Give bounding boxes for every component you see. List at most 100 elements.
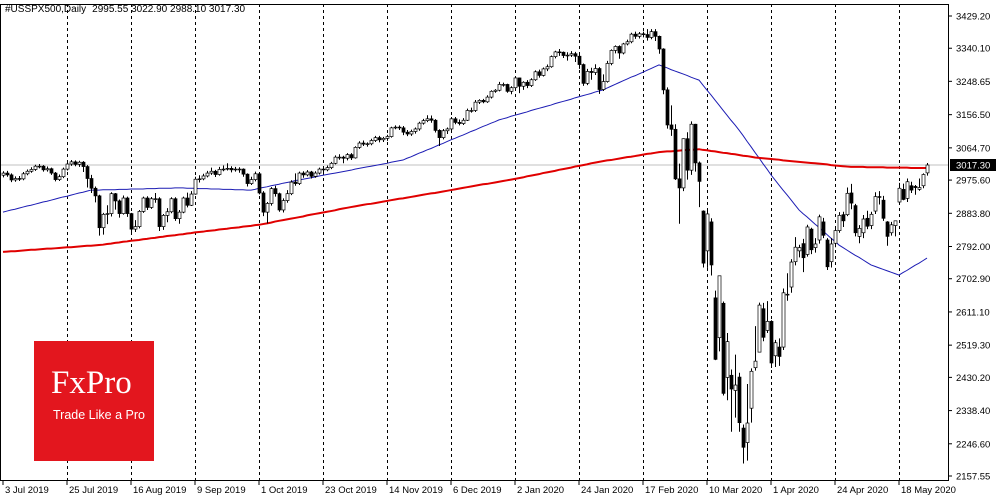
candle-body bbox=[393, 126, 398, 129]
x-tick-label: 23 Oct 2019 bbox=[325, 485, 377, 496]
candle-body bbox=[425, 118, 430, 121]
x-tick-label: 1 Oct 2019 bbox=[261, 485, 307, 496]
candle-body bbox=[469, 110, 474, 112]
chart-subtitle: 2995.55 3022.90 2988.10 3017.30 bbox=[92, 4, 245, 15]
candle-body bbox=[29, 169, 34, 172]
y-tick-label: 2519.30 bbox=[956, 341, 990, 352]
candle-body bbox=[573, 53, 578, 57]
candle-body bbox=[741, 427, 746, 448]
candle-body bbox=[693, 123, 698, 164]
candle-body bbox=[421, 120, 426, 124]
candle-body bbox=[553, 51, 558, 57]
candle-body bbox=[129, 213, 134, 230]
candle-body bbox=[385, 136, 390, 139]
candle-body bbox=[389, 127, 394, 137]
candle-body bbox=[77, 161, 82, 165]
candle-body bbox=[793, 246, 798, 263]
candle-body bbox=[637, 33, 642, 37]
candle-body bbox=[49, 168, 54, 174]
candle-body bbox=[745, 422, 750, 443]
candle-body bbox=[681, 138, 686, 189]
y-tick-label: 2975.60 bbox=[956, 176, 990, 187]
candle-body bbox=[377, 137, 382, 141]
candle-body bbox=[281, 200, 286, 211]
candle-body bbox=[697, 162, 702, 182]
candle-body bbox=[217, 169, 222, 175]
candle-body bbox=[93, 187, 98, 197]
candle-body bbox=[61, 168, 66, 178]
candle-body bbox=[449, 118, 454, 130]
candle-body bbox=[621, 43, 626, 54]
y-tick-label: 2792.00 bbox=[956, 242, 990, 253]
candle-body bbox=[869, 213, 874, 226]
candle-body bbox=[193, 178, 198, 195]
candle-body bbox=[717, 275, 722, 339]
candle-body bbox=[617, 46, 622, 54]
candle-body bbox=[597, 68, 602, 90]
y-tick-label: 3248.65 bbox=[956, 77, 990, 88]
candle-body bbox=[353, 147, 358, 159]
candle-body bbox=[629, 33, 634, 43]
candle-body bbox=[661, 48, 666, 91]
candle-body bbox=[65, 163, 70, 170]
candle-body bbox=[505, 84, 510, 92]
candle-body bbox=[753, 360, 758, 369]
candle-body bbox=[445, 128, 450, 132]
candle-body bbox=[269, 188, 274, 204]
candle-body bbox=[541, 68, 546, 76]
candle-body bbox=[5, 172, 10, 176]
last-price-box bbox=[950, 159, 996, 172]
candle-body bbox=[721, 302, 726, 394]
candle-body bbox=[381, 137, 386, 141]
candle-body bbox=[633, 33, 638, 37]
candle-body bbox=[801, 243, 806, 259]
candle-body bbox=[53, 172, 58, 180]
candle-body bbox=[673, 128, 678, 180]
candle-body bbox=[293, 181, 298, 184]
candle-body bbox=[177, 211, 182, 220]
x-tick-label: 25 Jul 2019 bbox=[69, 485, 118, 496]
candle-body bbox=[733, 384, 738, 391]
candle-body bbox=[333, 156, 338, 164]
candle-body bbox=[557, 51, 562, 54]
candle-body bbox=[261, 192, 266, 213]
candle-body bbox=[209, 170, 214, 174]
candle-body bbox=[609, 50, 614, 64]
candle-body bbox=[889, 224, 894, 234]
candle-body bbox=[477, 100, 482, 103]
candle-body bbox=[885, 221, 890, 237]
candle-body bbox=[813, 243, 818, 248]
candle-body bbox=[73, 161, 78, 165]
y-tick-label: 2246.60 bbox=[956, 439, 990, 450]
candle-body bbox=[921, 174, 926, 187]
candle-body bbox=[201, 175, 206, 180]
candle-body bbox=[905, 181, 910, 199]
candle-body bbox=[805, 226, 810, 255]
candle-body bbox=[925, 164, 930, 174]
candle-body bbox=[685, 138, 690, 171]
candle-body bbox=[565, 54, 570, 57]
candle-body bbox=[357, 142, 362, 148]
candle-body bbox=[837, 215, 842, 231]
candle-body bbox=[677, 178, 682, 189]
candle-body bbox=[189, 193, 194, 206]
candle-body bbox=[749, 370, 754, 409]
y-tick-label: 3156.50 bbox=[956, 110, 990, 121]
candle-body bbox=[605, 63, 610, 82]
candle-body bbox=[513, 77, 518, 89]
candle-body bbox=[757, 304, 762, 353]
candle-body bbox=[821, 221, 826, 236]
candle-body bbox=[593, 68, 598, 73]
candle-body bbox=[509, 87, 514, 92]
y-tick-label: 2430.20 bbox=[956, 373, 990, 384]
candle-body bbox=[545, 66, 550, 70]
candle-body bbox=[33, 165, 38, 170]
candle-body bbox=[789, 261, 794, 288]
candle-body bbox=[313, 172, 318, 177]
candle-body bbox=[109, 193, 114, 214]
candle-body bbox=[317, 168, 322, 174]
candle-body bbox=[273, 188, 278, 195]
chart-title: #USSPX500,Daily bbox=[5, 4, 86, 15]
candle-body bbox=[329, 162, 334, 168]
